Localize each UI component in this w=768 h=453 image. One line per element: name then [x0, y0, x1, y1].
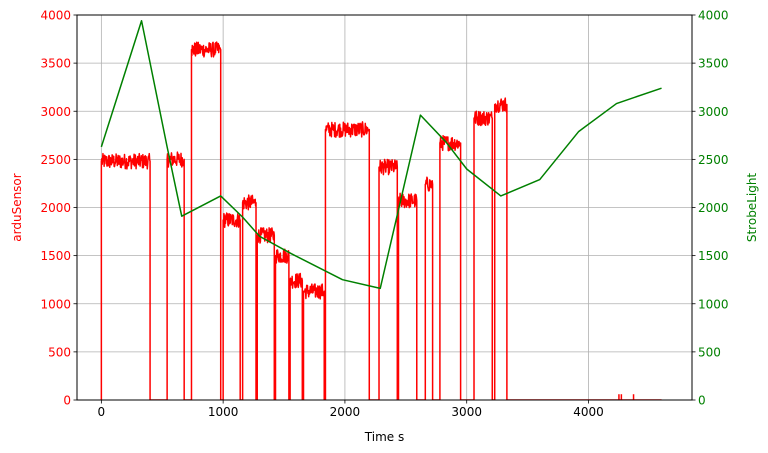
ardu-sensor-series	[100, 41, 662, 400]
left-y-tick-label: 3000	[40, 105, 71, 119]
x-tick-label: 4000	[573, 405, 604, 419]
strobe-light-series	[100, 20, 662, 290]
right-y-axis-label: StrobeLight	[745, 173, 759, 243]
right-y-tick-label: 2000	[698, 201, 729, 215]
right-y-tick-label: 3500	[698, 57, 729, 71]
left-y-tick-label: 2000	[40, 201, 71, 215]
x-tick-label: 2000	[330, 405, 361, 419]
left-y-axis-ticks: 0 500 1000 1500 2000 2500 3000 3500 4000	[40, 9, 77, 408]
left-y-axis-label: arduSensor	[10, 173, 24, 241]
right-y-tick-label: 0	[698, 394, 706, 408]
left-y-tick-label: 1000	[40, 297, 71, 311]
right-y-tick-label: 1000	[698, 297, 729, 311]
left-y-tick-label: 4000	[40, 9, 71, 23]
left-y-tick-label: 3500	[40, 57, 71, 71]
x-axis-ticks: 0 1000 2000 3000 4000	[98, 400, 604, 419]
left-y-tick-label: 2500	[40, 153, 71, 167]
ardu-sensor-line	[100, 41, 662, 400]
left-y-tick-label: 500	[48, 345, 71, 359]
right-y-axis-ticks: 0 500 1000 1500 2000 2500 3000 3500 4000	[692, 9, 729, 408]
left-y-tick-label: 0	[63, 394, 71, 408]
grid-lines	[77, 14, 692, 401]
right-y-tick-label: 3000	[698, 105, 729, 119]
right-y-tick-label: 1500	[698, 249, 729, 263]
x-tick-label: 0	[98, 405, 106, 419]
right-y-tick-label: 2500	[698, 153, 729, 167]
right-y-tick-label: 500	[698, 345, 721, 359]
x-axis-label: Time s	[364, 430, 404, 444]
left-y-tick-label: 1500	[40, 249, 71, 263]
right-y-tick-label: 4000	[698, 9, 729, 23]
strobe-light-line	[100, 20, 662, 290]
x-tick-label: 3000	[451, 405, 482, 419]
x-tick-label: 1000	[208, 405, 239, 419]
